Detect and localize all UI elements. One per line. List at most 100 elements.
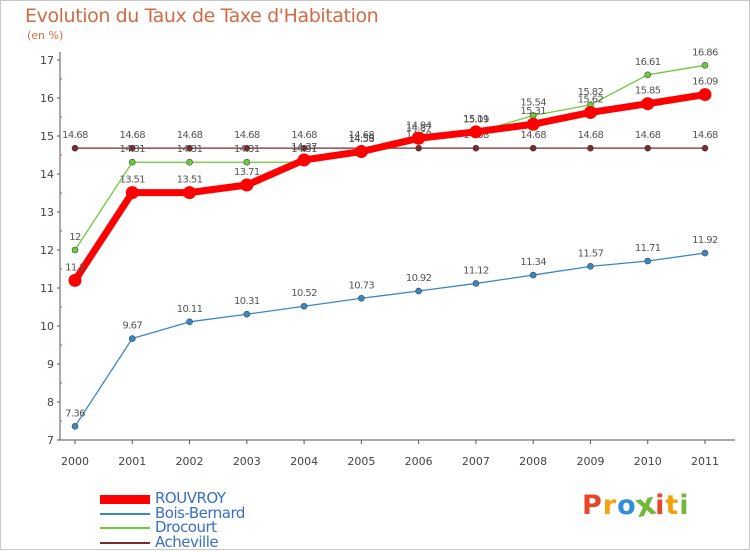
data-label: 14.59 <box>349 134 375 145</box>
data-point <box>186 158 193 166</box>
legend-label: Bois-Bernard <box>155 504 245 522</box>
data-label: 10.73 <box>349 280 375 291</box>
data-point <box>701 249 709 257</box>
data-point <box>71 246 79 254</box>
data-label: 16.61 <box>635 57 661 68</box>
data-point <box>412 131 426 145</box>
series-line <box>74 252 706 427</box>
data-point <box>186 144 193 152</box>
data-point <box>358 294 365 302</box>
data-label: 14.94 <box>406 120 432 131</box>
logo-letter: i <box>655 490 666 521</box>
logo-letter: t <box>665 490 680 521</box>
data-point <box>644 71 652 79</box>
series-line <box>74 64 706 251</box>
data-label: 11.71 <box>635 243 661 254</box>
data-point <box>243 144 251 152</box>
chart-title: Evolution du Taux de Taxe d'Habitation <box>25 5 379 27</box>
data-point <box>529 271 537 279</box>
data-label: 11.57 <box>578 248 604 259</box>
data-label: 15.54 <box>520 97 546 108</box>
y-tick-label: 17 <box>40 54 54 67</box>
y-tick-label: 10 <box>40 320 54 333</box>
x-tick-label: 2000 <box>61 455 89 468</box>
data-label: 15.11 <box>463 114 489 125</box>
y-tick-label: 9 <box>47 358 54 371</box>
data-label: 14.68 <box>291 130 317 141</box>
data-label: 16.86 <box>692 47 718 58</box>
data-label: 15.31 <box>520 106 546 117</box>
data-label: 14.68 <box>62 130 88 141</box>
data-label: 14.68 <box>177 130 203 141</box>
data-label: 14.31 <box>177 144 203 155</box>
logo-letter: i <box>679 490 690 521</box>
data-point <box>186 318 193 326</box>
data-point <box>71 423 79 430</box>
data-point <box>354 145 368 159</box>
x-tick-label: 2006 <box>405 455 433 468</box>
data-label: 14.31 <box>234 144 260 155</box>
data-label: 10.52 <box>291 288 317 299</box>
data-label: 14.87 <box>406 123 432 134</box>
series-line <box>71 91 709 284</box>
data-point <box>701 144 709 152</box>
data-label: 15.82 <box>578 87 604 98</box>
data-point <box>243 310 251 318</box>
y-tick-label: 12 <box>40 244 54 257</box>
x-tick-label: 2005 <box>347 455 375 468</box>
y-tick-label: 16 <box>40 92 54 105</box>
logo-letter: P <box>582 490 603 521</box>
data-point <box>71 144 79 152</box>
data-point <box>128 335 136 342</box>
data-label: 13.51 <box>119 175 145 186</box>
data-label: 15.62 <box>578 94 604 105</box>
data-label: 11.92 <box>692 235 718 246</box>
data-point <box>128 158 136 166</box>
data-label: 7.36 <box>65 408 85 419</box>
data-point <box>300 144 308 152</box>
x-tick-label: 2009 <box>576 455 604 468</box>
y-tick-label: 7 <box>47 434 54 447</box>
data-label: 10.92 <box>406 273 432 284</box>
data-point <box>128 144 136 152</box>
data-label: 14.68 <box>234 130 260 141</box>
x-tick-label: 2001 <box>118 455 146 468</box>
legend-label: Drocourt <box>155 518 217 536</box>
series-bois-bernard: 7.36 9.67 10.11 10.31 10.52 10.73 10.92 11.12 11… <box>65 235 719 430</box>
legend-swatch <box>100 542 150 544</box>
data-label: 14.68 <box>692 130 718 141</box>
y-tick-label: 8 <box>47 396 54 409</box>
data-label: 13.71 <box>234 167 260 178</box>
data-point <box>415 144 422 152</box>
x-tick-label: 2007 <box>462 455 490 468</box>
y-tick-label: 14 <box>40 168 54 181</box>
data-label: 9.67 <box>122 321 142 332</box>
data-point <box>125 186 139 200</box>
data-label: 15.85 <box>635 86 661 97</box>
y-unit-label: (en %) <box>27 29 64 42</box>
data-label: 14.68 <box>520 130 546 141</box>
data-point <box>526 117 540 131</box>
data-point <box>641 97 655 111</box>
data-point <box>644 144 652 152</box>
data-point <box>472 144 480 152</box>
data-label: 14.68 <box>349 130 375 141</box>
legend-swatch <box>100 494 150 504</box>
x-tick-label: 2004 <box>290 455 318 468</box>
data-label: 14.31 <box>291 144 317 155</box>
data-label: 14.68 <box>119 130 145 141</box>
data-point <box>243 158 251 166</box>
data-point <box>472 280 480 287</box>
x-tick-label: 2002 <box>176 455 204 468</box>
data-label: 10.11 <box>177 304 203 315</box>
logo-letter: o <box>617 490 637 521</box>
data-point <box>183 186 197 200</box>
data-point <box>297 153 311 167</box>
data-label: 14.37 <box>291 142 317 153</box>
data-point <box>644 257 652 265</box>
data-point <box>469 125 483 139</box>
legend-swatch <box>100 527 150 529</box>
data-label: 14.58 <box>349 134 375 145</box>
